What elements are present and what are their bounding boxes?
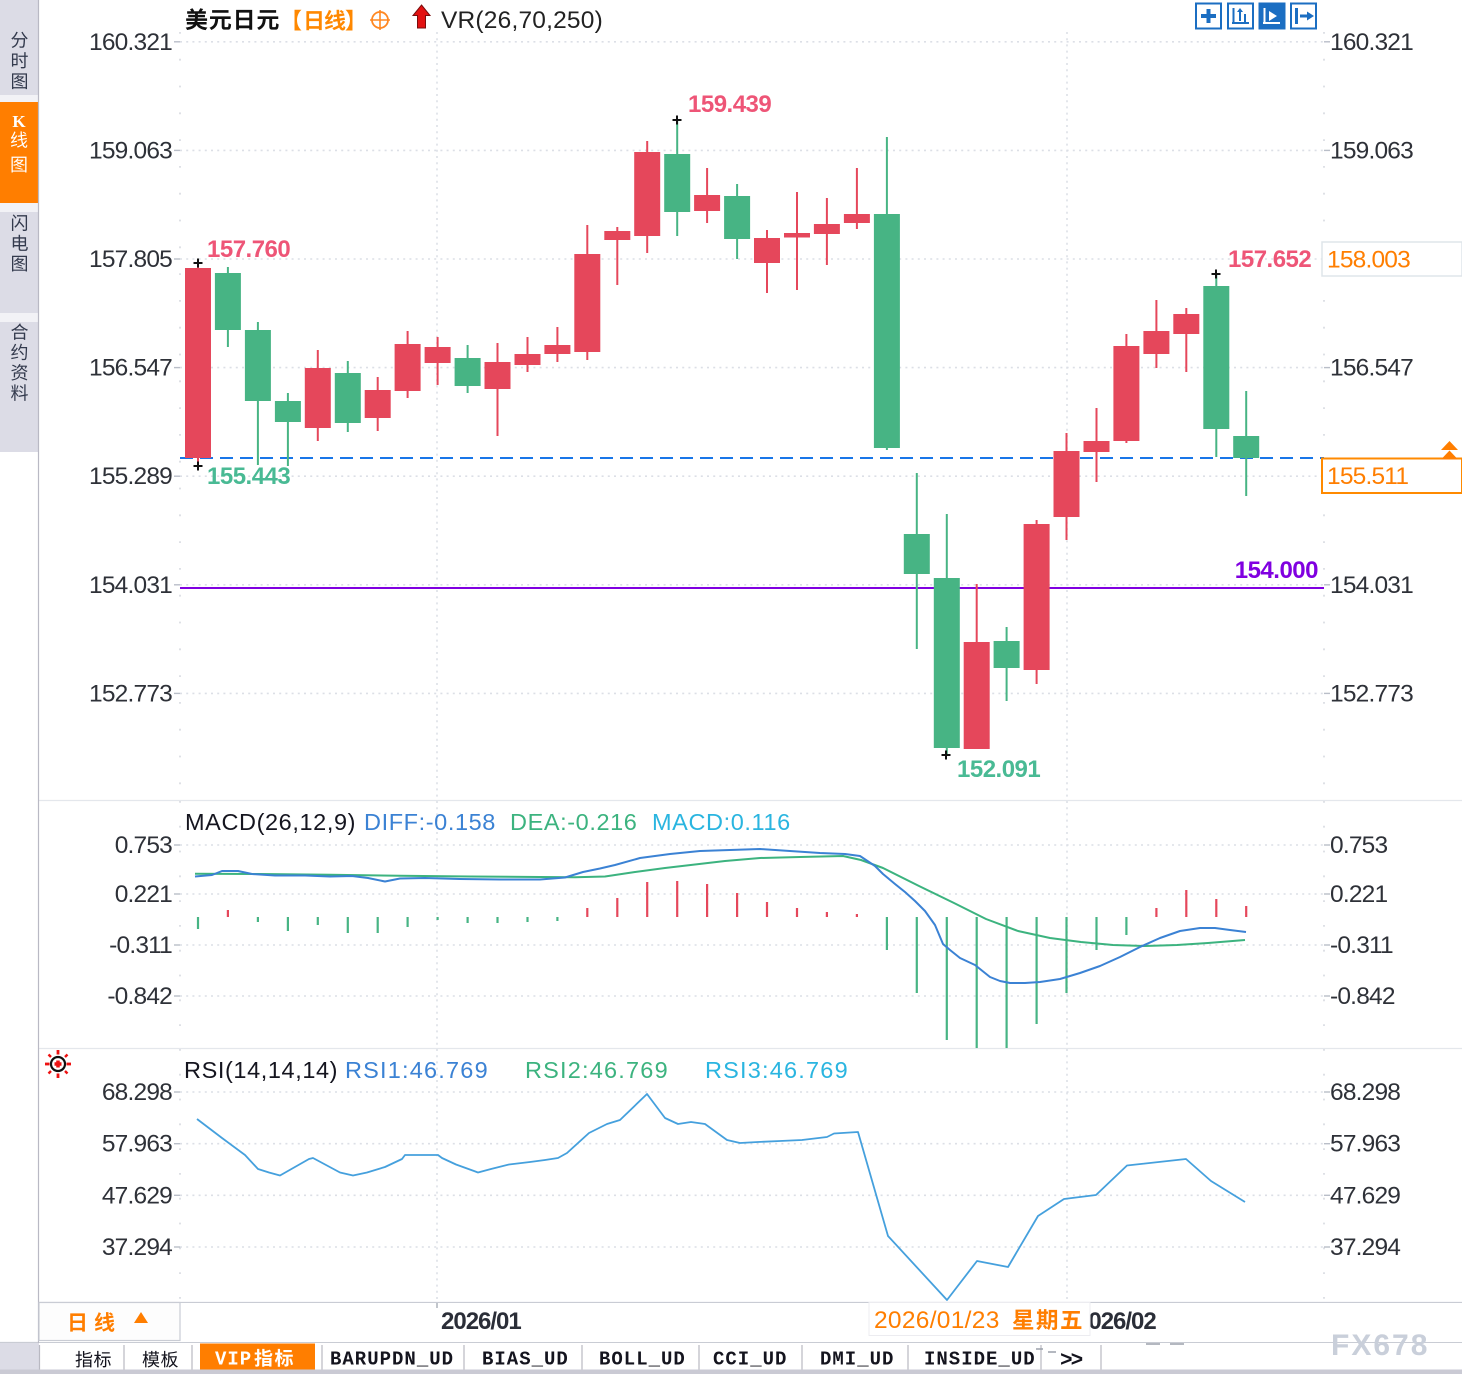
svg-text:157.760: 157.760	[207, 236, 290, 263]
svg-text:DIFF:-0.158: DIFF:-0.158	[364, 809, 496, 835]
svg-text:158.003: 158.003	[1327, 247, 1410, 274]
svg-text:BARUPDN_UD: BARUPDN_UD	[330, 1349, 454, 1371]
svg-text:2026/01/23: 2026/01/23	[874, 1307, 1000, 1334]
svg-text:159.063: 159.063	[1330, 137, 1413, 164]
svg-text:47.629: 47.629	[1330, 1182, 1400, 1209]
svg-text:0.753: 0.753	[115, 832, 172, 859]
svg-text:160.321: 160.321	[1330, 29, 1413, 56]
svg-text:VIP: VIP	[215, 1349, 252, 1371]
svg-text:BIAS_UD: BIAS_UD	[482, 1349, 569, 1371]
svg-text:155.511: 155.511	[1327, 463, 1408, 490]
svg-text:DEA:-0.216: DEA:-0.216	[510, 809, 637, 835]
svg-text:RSI2:46.769: RSI2:46.769	[525, 1057, 669, 1083]
svg-text:RSI1:46.769: RSI1:46.769	[345, 1057, 489, 1083]
svg-text:-0.311: -0.311	[109, 932, 172, 959]
svg-text:>>: >>	[1060, 1350, 1083, 1373]
svg-text:RSI3:46.769: RSI3:46.769	[705, 1057, 849, 1083]
svg-text:37.294: 37.294	[1330, 1234, 1400, 1261]
svg-text:2026/01: 2026/01	[441, 1308, 521, 1335]
svg-text:0.221: 0.221	[115, 881, 172, 908]
svg-text:57.963: 57.963	[1330, 1131, 1400, 1158]
svg-text:156.547: 156.547	[89, 355, 172, 382]
svg-text:152.091: 152.091	[957, 756, 1040, 783]
svg-text:57.963: 57.963	[102, 1131, 172, 1158]
svg-text:DMI_UD: DMI_UD	[820, 1349, 894, 1371]
svg-text:-0.842: -0.842	[107, 983, 172, 1010]
svg-text:0.221: 0.221	[1330, 881, 1387, 908]
svg-text:68.298: 68.298	[1330, 1079, 1400, 1106]
svg-text:0.753: 0.753	[1330, 832, 1387, 859]
svg-text:INSIDE_UD: INSIDE_UD	[924, 1349, 1036, 1371]
svg-text:156.547: 156.547	[1330, 355, 1413, 382]
svg-text:MACD(26,12,9): MACD(26,12,9)	[185, 809, 356, 835]
svg-text:160.321: 160.321	[89, 29, 172, 56]
svg-text:37.294: 37.294	[102, 1234, 172, 1261]
svg-text:152.773: 152.773	[1330, 680, 1413, 707]
svg-text:VR(26,70,250): VR(26,70,250)	[441, 7, 603, 34]
svg-text:154.000: 154.000	[1235, 557, 1318, 584]
svg-text:157.805: 157.805	[89, 246, 172, 273]
svg-text:K: K	[12, 112, 26, 131]
svg-text:155.443: 155.443	[207, 463, 290, 490]
svg-text:68.298: 68.298	[102, 1079, 172, 1106]
svg-text:FX678: FX678	[1331, 1329, 1429, 1362]
svg-text:157.652: 157.652	[1228, 246, 1311, 273]
svg-text:159.063: 159.063	[89, 137, 172, 164]
svg-text:155.289: 155.289	[89, 463, 172, 490]
svg-text:MACD:0.116: MACD:0.116	[652, 809, 791, 835]
svg-text:CCI_UD: CCI_UD	[713, 1349, 787, 1371]
svg-text:-0.311: -0.311	[1330, 932, 1393, 959]
svg-text:159.439: 159.439	[688, 91, 771, 118]
svg-text:-0.842: -0.842	[1330, 983, 1395, 1010]
svg-text:RSI(14,14,14): RSI(14,14,14)	[184, 1057, 338, 1083]
svg-text:47.629: 47.629	[102, 1182, 172, 1209]
svg-text:154.031: 154.031	[1330, 572, 1413, 599]
svg-text:152.773: 152.773	[89, 680, 172, 707]
svg-text:BOLL_UD: BOLL_UD	[599, 1349, 686, 1371]
svg-text:154.031: 154.031	[89, 572, 172, 599]
